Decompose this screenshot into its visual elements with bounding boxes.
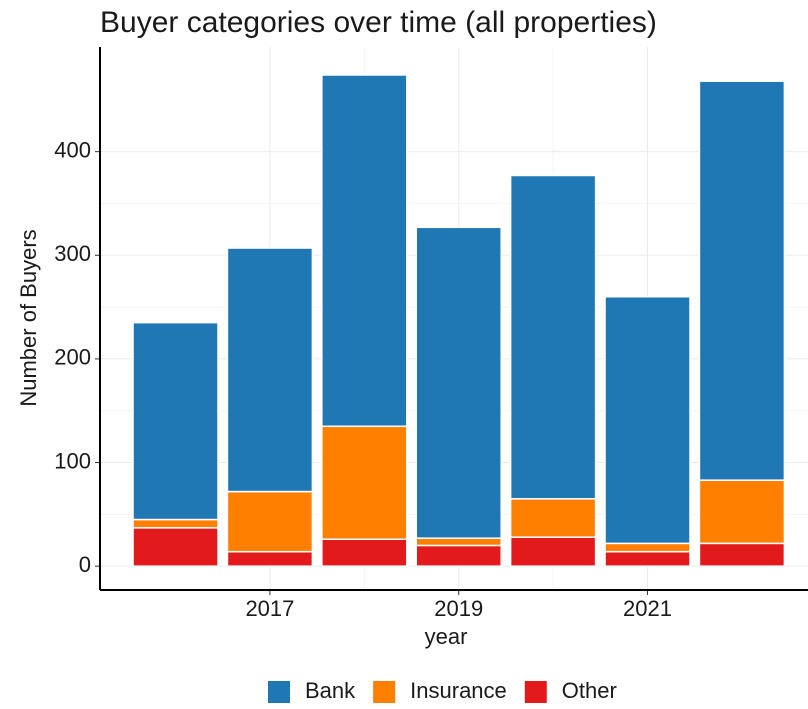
bar-segment bbox=[132, 321, 219, 521]
y-axis-title: Number of Buyers bbox=[16, 229, 41, 406]
legend-label: Other bbox=[562, 678, 617, 703]
bar-segment bbox=[415, 226, 502, 539]
legend-label: Bank bbox=[305, 678, 356, 703]
legend-swatch bbox=[524, 681, 547, 703]
chart-title: Buyer categories over time (all properti… bbox=[100, 6, 657, 39]
bar-segment bbox=[698, 80, 786, 481]
x-tick-label: 2017 bbox=[245, 596, 294, 621]
x-tick-label: 2021 bbox=[623, 596, 672, 621]
legend-label: Insurance bbox=[410, 678, 507, 703]
bar-segment bbox=[604, 542, 691, 553]
bar-segment bbox=[415, 544, 502, 567]
y-tick-label: 400 bbox=[54, 137, 91, 162]
bar-segment bbox=[132, 518, 219, 529]
bar-segment bbox=[321, 74, 408, 428]
bar-segment bbox=[415, 537, 502, 547]
bar-segment bbox=[698, 479, 786, 545]
y-tick-label: 300 bbox=[54, 241, 91, 266]
bar-segment bbox=[132, 527, 219, 567]
x-tick-label: 2019 bbox=[434, 596, 483, 621]
x-axis-title: year bbox=[425, 624, 468, 649]
bar-segment bbox=[321, 425, 408, 540]
bar-segment bbox=[226, 490, 314, 553]
bar-segment bbox=[226, 247, 314, 493]
bar-segment bbox=[604, 550, 691, 567]
bar-segment bbox=[226, 550, 314, 567]
y-tick-label: 0 bbox=[79, 552, 91, 577]
bar-segment bbox=[321, 538, 408, 567]
bar-segment bbox=[509, 174, 597, 500]
bar-segment bbox=[604, 295, 691, 545]
bar-segment bbox=[698, 542, 786, 567]
legend-swatch bbox=[373, 681, 396, 703]
y-tick-label: 100 bbox=[54, 448, 91, 473]
bar-segment bbox=[509, 498, 597, 538]
legend-swatch bbox=[268, 681, 290, 703]
y-tick-label: 200 bbox=[54, 345, 91, 370]
bar-segment bbox=[509, 536, 597, 567]
